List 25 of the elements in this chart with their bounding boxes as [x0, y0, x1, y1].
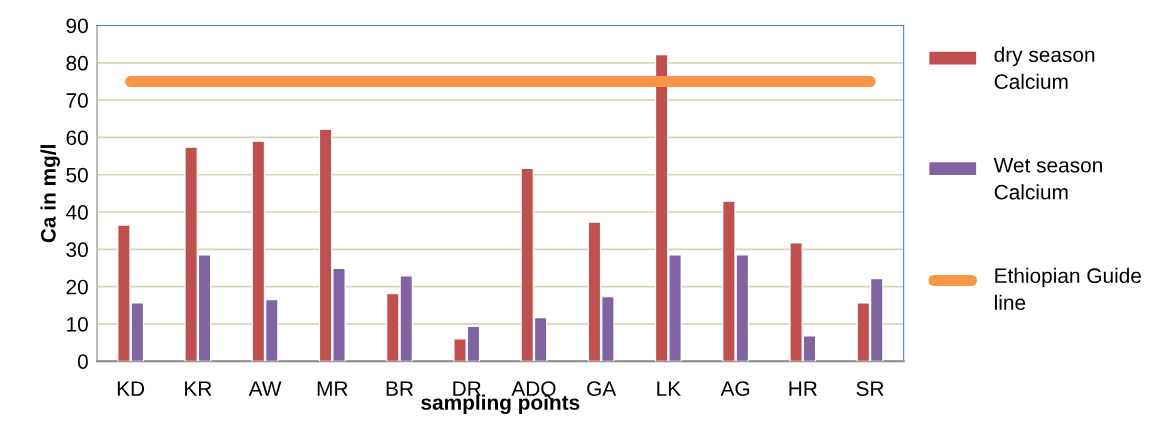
y-tick-label: 40 [66, 205, 88, 220]
y-axis-title: Ca in mg/l [40, 145, 60, 243]
y-tick-label: 80 [66, 55, 88, 71]
y-tick-label: 70 [66, 93, 88, 108]
x-tick-label: DR [453, 381, 481, 396]
x-tick-label: LK [657, 381, 681, 396]
x-tick-label: HR [789, 381, 817, 396]
legend-label: dry season Calcium [994, 46, 1095, 90]
y-tick-label: 30 [66, 242, 88, 258]
x-tick-label: AG [720, 381, 750, 396]
x-tick-label: GA [587, 381, 617, 396]
x-tick-label: BR [386, 381, 414, 396]
y-tick-label: 60 [66, 130, 88, 146]
legend-label: Ethiopian Guide line [995, 267, 1141, 311]
x-tick-label: MR [317, 381, 348, 396]
x-tick-label: KD [117, 381, 145, 396]
x-tick-label: AW [248, 381, 282, 396]
x-tick-label: KR [185, 381, 212, 396]
x-tick-label: SR [856, 381, 884, 396]
y-tick-label: 20 [66, 279, 88, 295]
legend-label: Wet season Calcium [993, 158, 1102, 200]
y-tick-label: 90 [66, 18, 88, 34]
y-tick-label: 0 [77, 354, 88, 369]
y-tick-label: 50 [66, 167, 88, 183]
y-tick-label: 10 [67, 316, 88, 332]
